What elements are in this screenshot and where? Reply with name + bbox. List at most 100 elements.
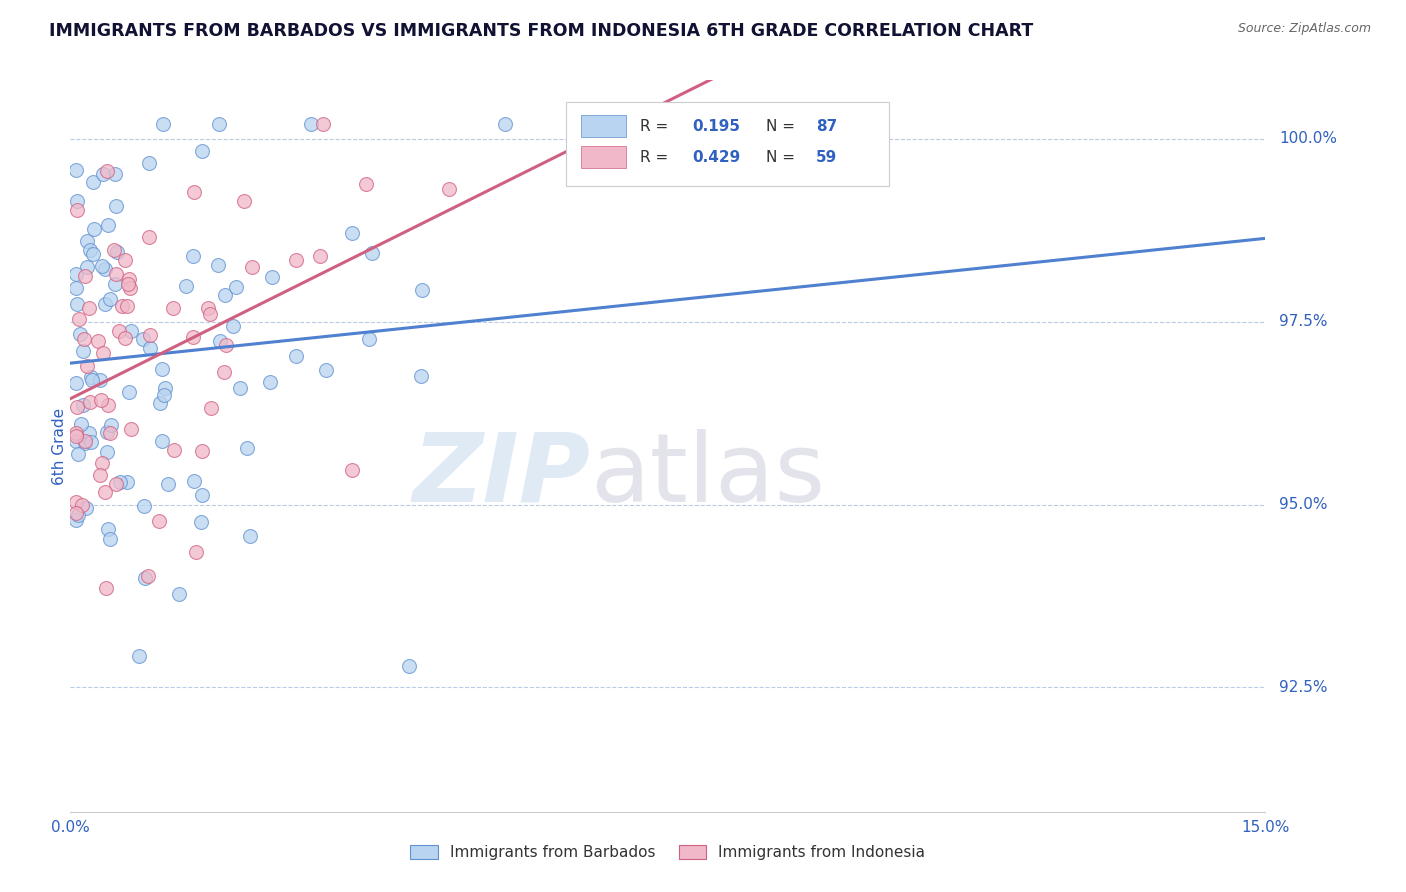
Point <box>79 395 101 409</box>
Point <box>65 506 87 520</box>
Point <box>340 227 363 241</box>
Point <box>94 581 117 595</box>
Point <box>97 522 120 536</box>
Text: 95.0%: 95.0% <box>1279 497 1327 512</box>
Point <box>132 332 155 346</box>
Point <box>439 182 461 196</box>
Point <box>162 301 184 315</box>
Point <box>150 362 173 376</box>
Point <box>103 244 125 258</box>
Point <box>118 271 141 285</box>
Point <box>73 269 96 284</box>
Point <box>111 299 134 313</box>
Point <box>115 475 138 490</box>
Point <box>207 258 229 272</box>
Point <box>66 202 89 217</box>
Point <box>262 270 284 285</box>
Point <box>150 434 173 449</box>
Point <box>134 571 156 585</box>
Text: Source: ZipAtlas.com: Source: ZipAtlas.com <box>1237 22 1371 36</box>
Point <box>100 418 122 433</box>
Point <box>87 334 110 348</box>
Text: R =: R = <box>640 150 673 165</box>
Point <box>76 260 98 274</box>
Point <box>357 332 380 346</box>
Point <box>117 277 139 291</box>
Point <box>105 476 128 491</box>
Point <box>361 246 384 260</box>
Point <box>97 398 120 412</box>
Point <box>181 330 204 344</box>
Point <box>98 292 121 306</box>
Point <box>82 176 104 190</box>
Point <box>309 249 332 263</box>
Point <box>104 167 127 181</box>
Point <box>65 429 87 443</box>
Point <box>120 324 142 338</box>
Point <box>183 474 205 488</box>
Point <box>82 374 104 388</box>
Text: 87: 87 <box>815 119 838 134</box>
Point <box>285 252 308 267</box>
Text: 92.5%: 92.5% <box>1279 680 1327 695</box>
Legend: Immigrants from Barbados, Immigrants from Indonesia: Immigrants from Barbados, Immigrants fro… <box>405 839 931 866</box>
Point <box>107 245 129 260</box>
Point <box>114 331 136 345</box>
Point <box>69 312 91 326</box>
Point <box>214 287 236 301</box>
Point <box>90 392 112 407</box>
Point <box>96 444 118 458</box>
Point <box>70 498 93 512</box>
Point <box>65 495 87 509</box>
FancyBboxPatch shape <box>581 146 626 168</box>
Point <box>66 297 89 311</box>
Text: IMMIGRANTS FROM BARBADOS VS IMMIGRANTS FROM INDONESIA 6TH GRADE CORRELATION CHAR: IMMIGRANTS FROM BARBADOS VS IMMIGRANTS F… <box>49 22 1033 40</box>
Text: atlas: atlas <box>591 429 825 522</box>
Point <box>197 301 219 315</box>
Text: 0.429: 0.429 <box>692 150 740 165</box>
Point <box>75 500 97 515</box>
Point <box>183 249 205 263</box>
Point <box>229 381 252 395</box>
Point <box>65 281 87 295</box>
Point <box>93 346 115 360</box>
Text: N =: N = <box>766 119 800 134</box>
Point <box>149 396 172 410</box>
Point <box>138 328 160 343</box>
Point <box>105 199 128 213</box>
Point <box>75 434 97 448</box>
Point <box>138 155 160 169</box>
Text: 100.0%: 100.0% <box>1279 131 1337 146</box>
Point <box>94 485 117 500</box>
Point <box>94 296 117 310</box>
Point <box>411 283 433 297</box>
FancyBboxPatch shape <box>581 115 626 137</box>
Point <box>240 260 263 274</box>
Point <box>75 435 97 450</box>
Point <box>212 365 235 379</box>
Point <box>190 444 212 458</box>
Point <box>163 442 186 457</box>
Point <box>73 332 96 346</box>
Point <box>76 359 98 373</box>
Point <box>72 398 94 412</box>
Point <box>79 244 101 258</box>
Point <box>72 344 94 359</box>
Point <box>148 514 170 528</box>
Point <box>285 349 308 363</box>
Point <box>155 381 177 395</box>
Point <box>91 456 114 470</box>
Point <box>77 301 100 316</box>
Point <box>233 194 256 208</box>
Point <box>239 529 262 543</box>
Point <box>117 385 139 400</box>
Point <box>153 388 176 402</box>
Text: 0.195: 0.195 <box>692 119 740 134</box>
Point <box>299 117 322 131</box>
Point <box>174 279 197 293</box>
Point <box>169 586 191 600</box>
Point <box>132 500 155 514</box>
Point <box>191 488 214 502</box>
Point <box>104 267 127 281</box>
Point <box>108 324 131 338</box>
